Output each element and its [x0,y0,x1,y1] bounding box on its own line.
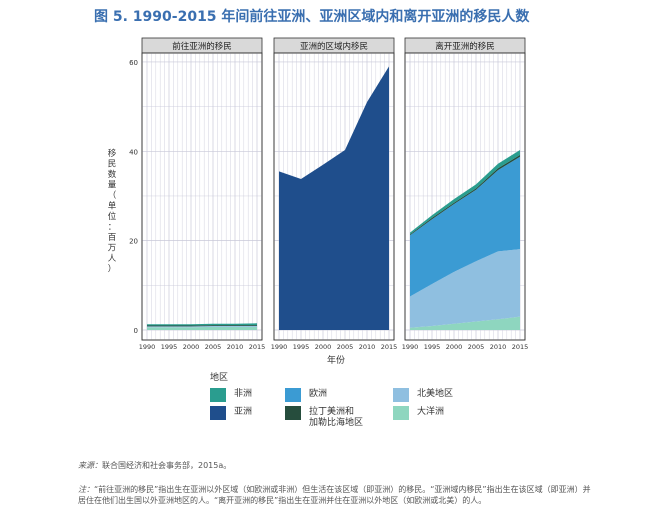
legend-item-asia: 亚洲 [210,406,252,420]
legend-item-latin-america: 拉丁美洲和 加勒比海地区 [285,406,363,429]
panel-frame [273,52,395,341]
x-tick-label: 2010 [359,343,376,351]
area-north-america [147,326,257,328]
area-europe [410,156,520,297]
x-tick-label: 2005 [337,343,354,351]
x-tick-label: 2010 [227,343,244,351]
panel-title: 离开亚洲的移民 [435,41,495,52]
legend-swatch [285,406,301,420]
y-axis-label-char: ： [108,223,117,233]
note-body: “前往亚洲的移民”指出生在亚洲以外区域（如欧洲或非洲）但生活在该区域（即亚洲）的… [78,485,591,505]
facet-panel: 亚洲的区域内移民 1990 1995 2000 2005 2010 2015 [271,37,398,351]
x-tick-label: 2005 [468,343,485,351]
source-text: 联合国经济和社会事务部，2015a。 [102,461,232,470]
panel-title: 亚洲的区域内移民 [300,41,368,52]
x-tick-label: 2000 [315,343,332,351]
legend-label: 拉丁美洲和 加勒比海地区 [309,407,364,428]
legend-swatch [393,388,409,402]
legend-swatch [210,388,226,402]
y-axis-label-char: 人 [108,254,117,264]
panel-frame [141,52,263,341]
area-asia [279,66,389,331]
x-tick-label: 2015 [381,343,398,351]
x-tick-label: 1990 [402,343,419,351]
x-tick-label: 2000 [446,343,463,351]
x-tick-label: 2015 [249,343,266,351]
panel-title: 前往亚洲的移民 [172,41,232,52]
y-axis-label-char: 量 [108,181,117,191]
note-text: 注：“前往亚洲的移民”指出生在亚洲以外区域（如欧洲或非洲）但生活在该区域（即亚洲… [78,484,598,506]
y-tick-label: 40 [129,148,138,156]
legend-item-north-america: 北美地区 [393,388,453,402]
legend-swatch [210,406,226,420]
area-oceania [147,326,257,330]
legend-label: 非洲 [234,389,253,399]
legend-item-europe: 欧洲 [285,388,327,402]
y-axis-label-char: ） [108,264,117,275]
legend-swatch [285,388,301,402]
legend-swatch [393,406,409,420]
legend-title: 地区 [210,373,229,383]
y-axis-label-char: 移 [108,148,117,159]
y-axis-label-char: 数 [108,169,117,180]
x-tick-label: 1995 [293,343,310,351]
y-axis-label-char: （ [108,190,117,201]
x-tick-label: 2015 [512,343,529,351]
area-oceania [410,316,520,330]
x-tick-label: 2010 [490,343,507,351]
area-north-america [410,249,520,328]
x-axis-label: 年份 [327,354,345,366]
x-tick-label: 2005 [205,343,222,351]
facet-panel: 前往亚洲的移民 1990 1995 2000 2005 2010 2015 [139,37,266,351]
x-tick-label: 1990 [139,343,156,351]
y-tick-label: 20 [129,238,138,246]
y-axis-label-char: 民 [108,160,117,170]
x-tick-label: 1995 [424,343,441,351]
facet-panel: 离开亚洲的移民 1990 1995 2000 2005 2010 2015 [402,37,529,351]
source-tag: 来源： [78,461,102,470]
legend-label: 欧洲 [309,389,328,399]
area-latin-america [410,154,520,236]
area-africa [410,150,520,235]
x-tick-label: 2000 [183,343,200,351]
legend-item-africa: 非洲 [210,388,252,402]
legend-label: 北美地区 [417,389,454,399]
y-axis-label-char: 单 [108,201,117,212]
area-latin-america [147,325,257,327]
y-axis-label-char: 百 [108,233,117,243]
legend-item-oceania: 大洋洲 [393,406,444,420]
x-tick-label: 1995 [161,343,178,351]
source-line: 来源：联合国经济和社会事务部，2015a。 [78,460,231,471]
legend-label: 大洋洲 [417,407,445,417]
area-africa [147,323,257,326]
y-axis-label-char: 万 [108,244,117,254]
panel-plot-area [141,52,263,341]
legend-label: 亚洲 [234,407,253,417]
y-tick-label: 0 [134,327,138,335]
panel-frame [404,52,526,341]
x-tick-label: 1990 [271,343,288,351]
y-axis-label-char: 位 [108,211,117,222]
figure-title: 图 5. 1990-2015 年间前往亚洲、亚洲区域内和离开亚洲的移民人数 [94,9,530,25]
y-tick-label: 60 [129,59,138,67]
note-tag: 注： [78,485,94,494]
